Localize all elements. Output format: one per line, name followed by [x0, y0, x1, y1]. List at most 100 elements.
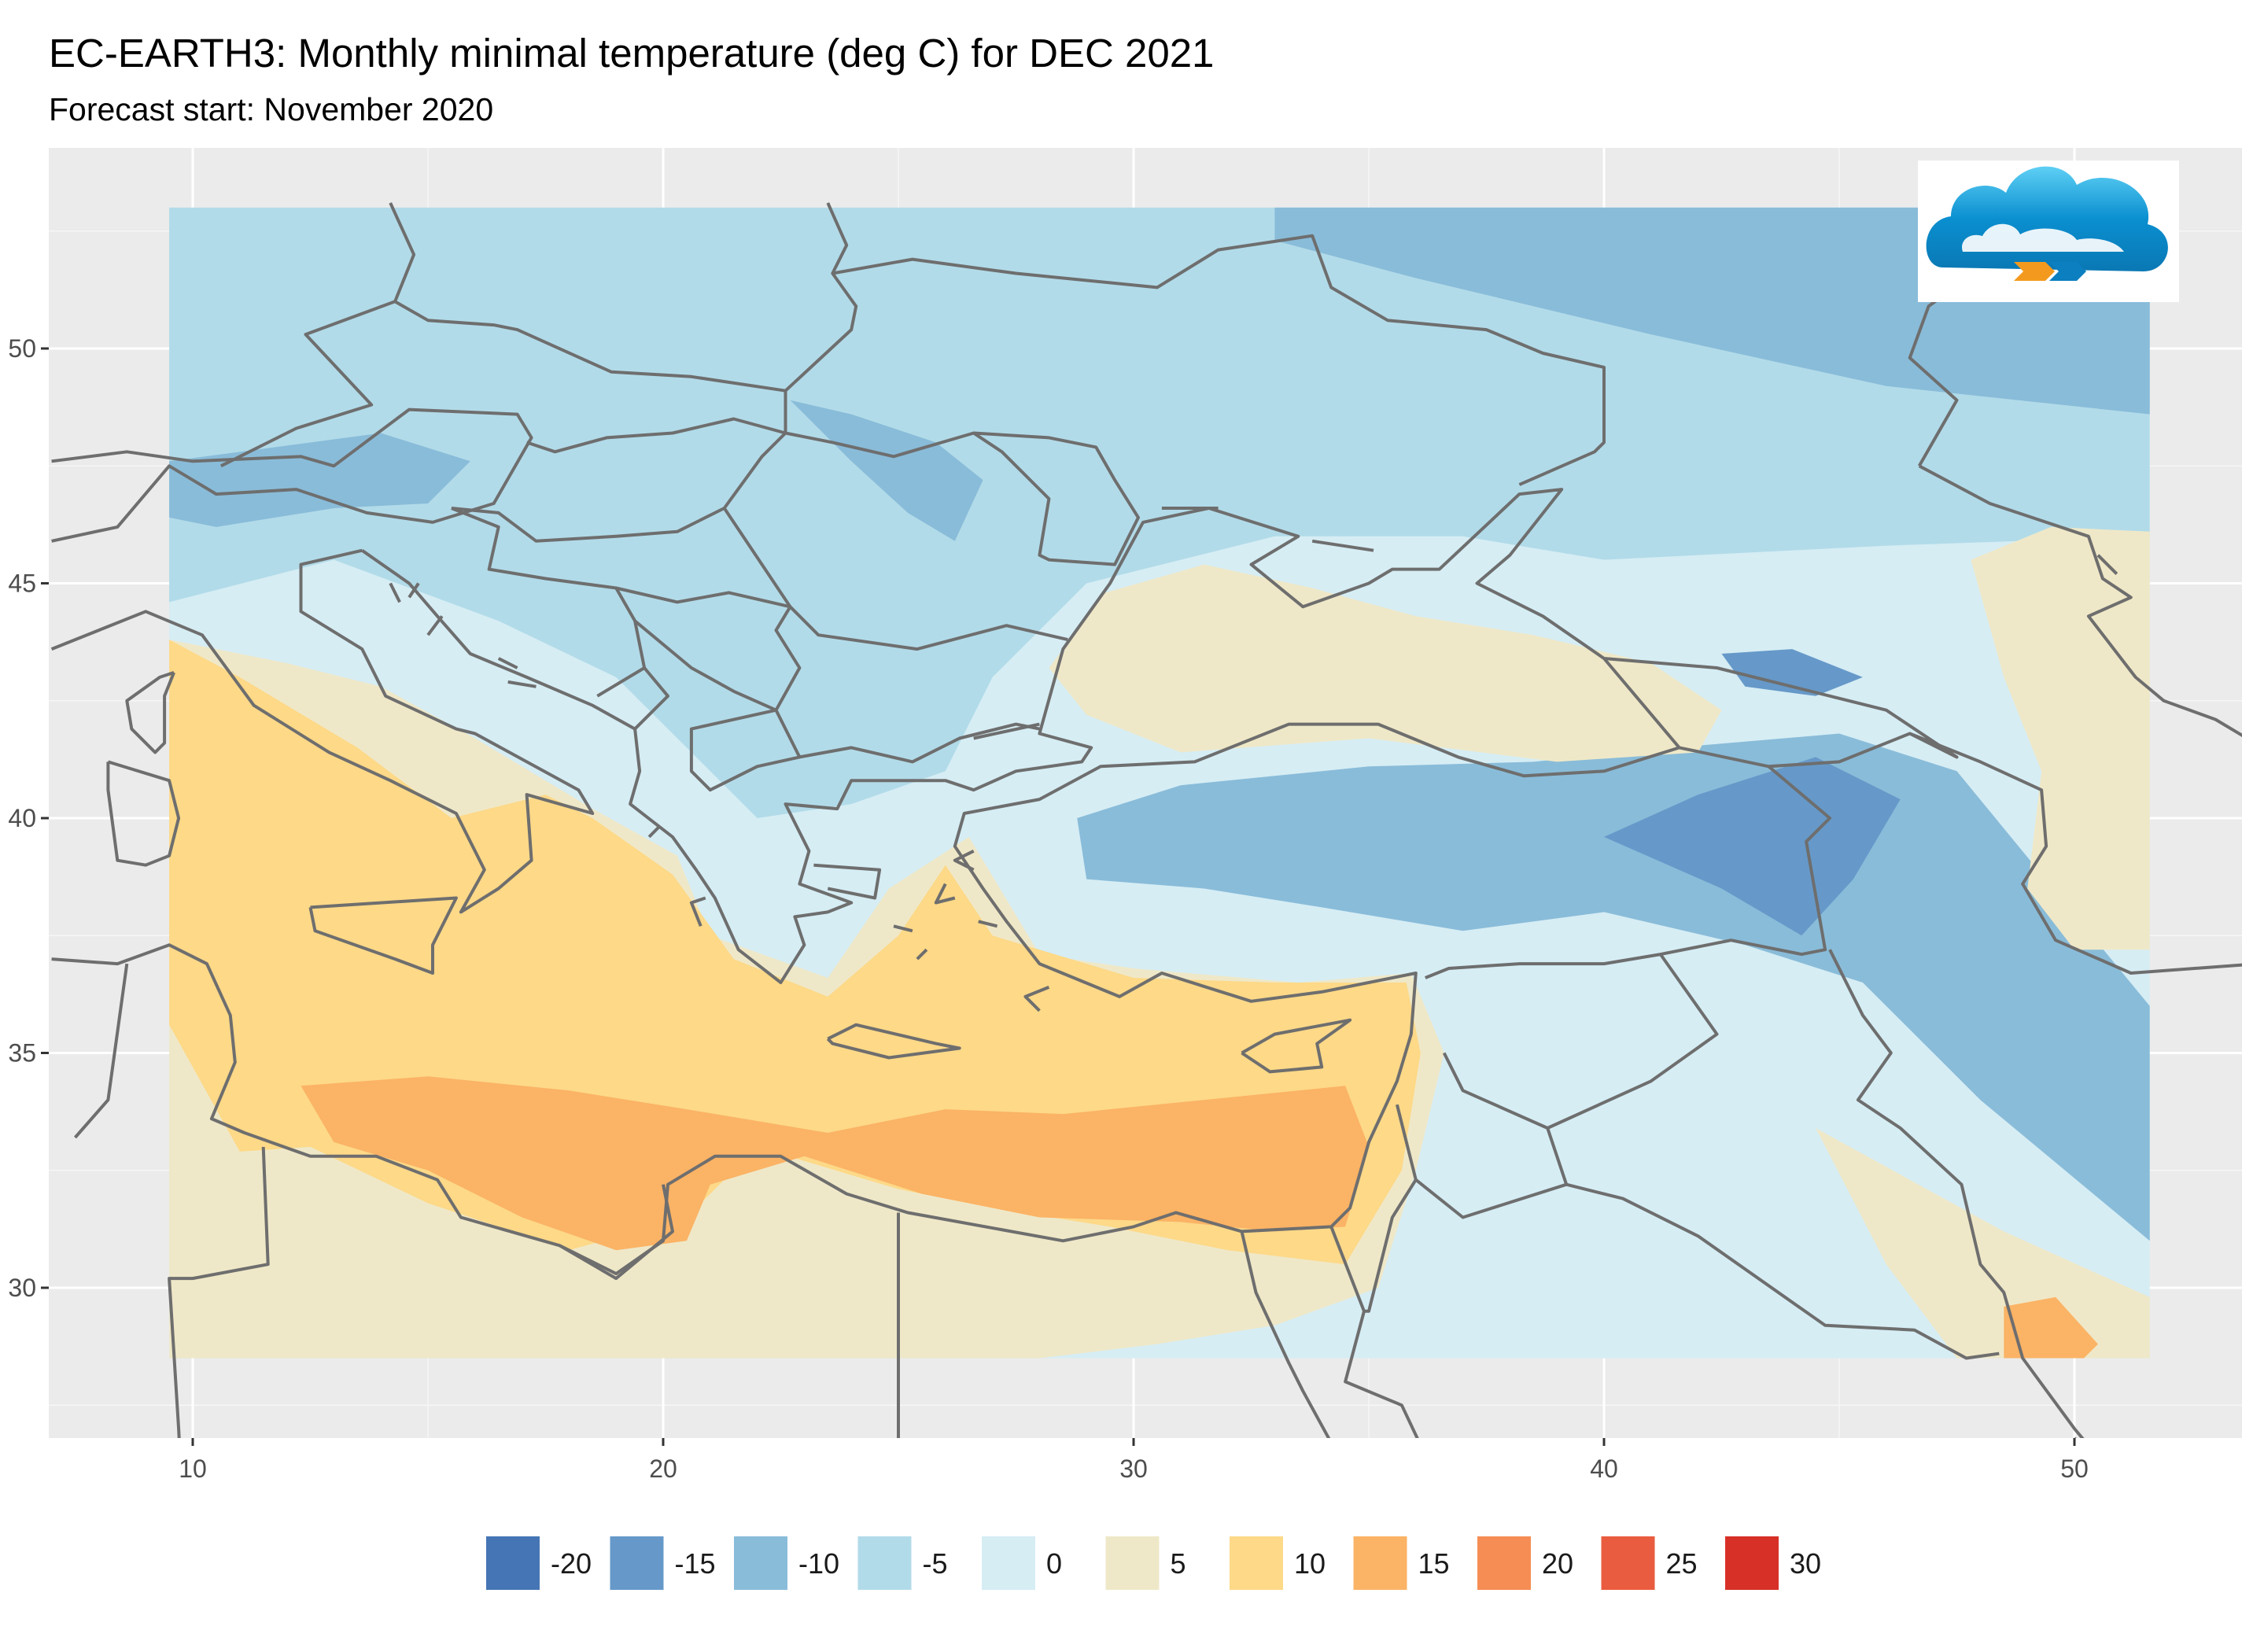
x-tick-label: 10: [179, 1455, 207, 1483]
border-line: [1241, 1018, 1352, 1074]
border-line: [893, 924, 913, 933]
border-line: [689, 708, 800, 792]
region-caucasus: [1721, 649, 1863, 696]
region-caspian: [1971, 526, 2150, 950]
border-line: [826, 1023, 961, 1060]
legend-swatch: [982, 1536, 1035, 1590]
y-tick-label: 30: [8, 1274, 36, 1302]
border-line: [1679, 732, 2242, 975]
border-line: [689, 896, 706, 927]
border-line: [507, 680, 537, 688]
border-line: [596, 666, 669, 731]
legend-label: 10: [1294, 1547, 1326, 1580]
border-line: [1364, 1178, 1418, 1313]
border-line: [168, 1146, 270, 1438]
legend-swatch: [610, 1536, 664, 1590]
legend-label: 30: [1790, 1547, 1821, 1580]
cloud-logo-icon: [1918, 160, 2179, 302]
page-title: EC-EARTH3: Monthly minimal temperature (…: [49, 31, 1215, 76]
legend-swatch: [857, 1536, 912, 1590]
border-line: [813, 863, 882, 900]
axes: 10 20 30 40 50 30 35 40 45 50: [8, 334, 2088, 1483]
border-line: [50, 548, 595, 914]
x-tick-label: 30: [1119, 1455, 1148, 1483]
border-line: [973, 722, 1040, 740]
legend-swatch: [1601, 1536, 1655, 1590]
border-line: [953, 850, 975, 872]
legend-swatch: [734, 1536, 787, 1590]
border-line: [220, 300, 787, 468]
temperature-field: [169, 207, 2150, 1359]
border-line: [1565, 1182, 2000, 1360]
border-line: [615, 586, 791, 609]
border-line: [1329, 1226, 1419, 1438]
legend-swatch: [1353, 1536, 1407, 1590]
region-carpathians: [790, 400, 983, 541]
border-line: [361, 488, 1681, 984]
border-line: [1311, 539, 1374, 552]
country-borders: [50, 202, 2242, 1438]
border-line: [407, 582, 420, 599]
region-black-sea: [1049, 564, 1722, 762]
border-line: [1918, 464, 2242, 738]
region-persian-gulf: [1816, 1128, 2150, 1359]
x-tick-label: 40: [1590, 1455, 1618, 1483]
legend-label: 5: [1171, 1547, 1186, 1580]
border-line: [51, 722, 1680, 1276]
legend-label: -20: [551, 1547, 592, 1580]
border-line: [1603, 657, 1959, 759]
border-line: [916, 948, 928, 961]
region-central-europe: [169, 207, 2150, 818]
legend-label: -5: [923, 1547, 948, 1580]
legend-swatch: [1477, 1536, 1531, 1590]
region-kuwait: [2004, 1296, 2098, 1359]
border-line: [426, 615, 444, 636]
legend-label: 20: [1542, 1547, 1573, 1580]
border-line: [978, 920, 998, 928]
border-line: [389, 582, 401, 603]
legend-label: -10: [798, 1547, 839, 1580]
border-line: [647, 826, 660, 839]
y-tick-label: 45: [8, 570, 36, 598]
border-line: [1425, 765, 1831, 979]
border-line: [774, 606, 1040, 764]
border-line: [1395, 1104, 1569, 1219]
border-line: [1828, 949, 2085, 1438]
border-line: [934, 883, 956, 905]
legend-label: 0: [1046, 1547, 1062, 1580]
page-subtitle: Forecast start: November 2020: [49, 91, 494, 127]
legend-swatch: [486, 1536, 540, 1590]
x-tick-label: 20: [649, 1455, 677, 1483]
region-mediterranean-fifteen: [301, 1076, 1369, 1251]
region-anatolia: [1077, 733, 2150, 1241]
border-line: [832, 234, 1606, 486]
legend: -20 -15 -10 -5 0 5 10 15 20 25 30: [486, 1536, 1821, 1590]
legend-label: -15: [675, 1547, 716, 1580]
border-line: [497, 657, 518, 669]
border-line: [125, 671, 175, 754]
border-line: [723, 507, 1068, 651]
legend-swatch: [1105, 1536, 1160, 1590]
y-tick-label: 40: [8, 804, 36, 832]
legend-swatch: [1725, 1536, 1779, 1590]
legend-label: 25: [1666, 1547, 1698, 1580]
border-line: [1442, 953, 1719, 1130]
border-line: [784, 202, 858, 393]
x-tick-label: 50: [2060, 1455, 2089, 1483]
border-line: [1240, 1230, 1331, 1438]
border-line: [73, 963, 129, 1139]
legend-label: 15: [1418, 1547, 1450, 1580]
border-line: [51, 407, 533, 543]
legend-swatch: [1230, 1536, 1283, 1590]
border-line: [308, 896, 458, 975]
border-line: [633, 619, 777, 712]
border-line: [106, 760, 181, 867]
border-line: [389, 202, 416, 303]
border-line: [785, 431, 1140, 566]
region-armenia: [1604, 757, 1901, 936]
region-alps: [169, 433, 470, 527]
border-line: [2096, 554, 2118, 576]
y-tick-label: 35: [8, 1039, 36, 1068]
border-line: [1023, 986, 1050, 1012]
